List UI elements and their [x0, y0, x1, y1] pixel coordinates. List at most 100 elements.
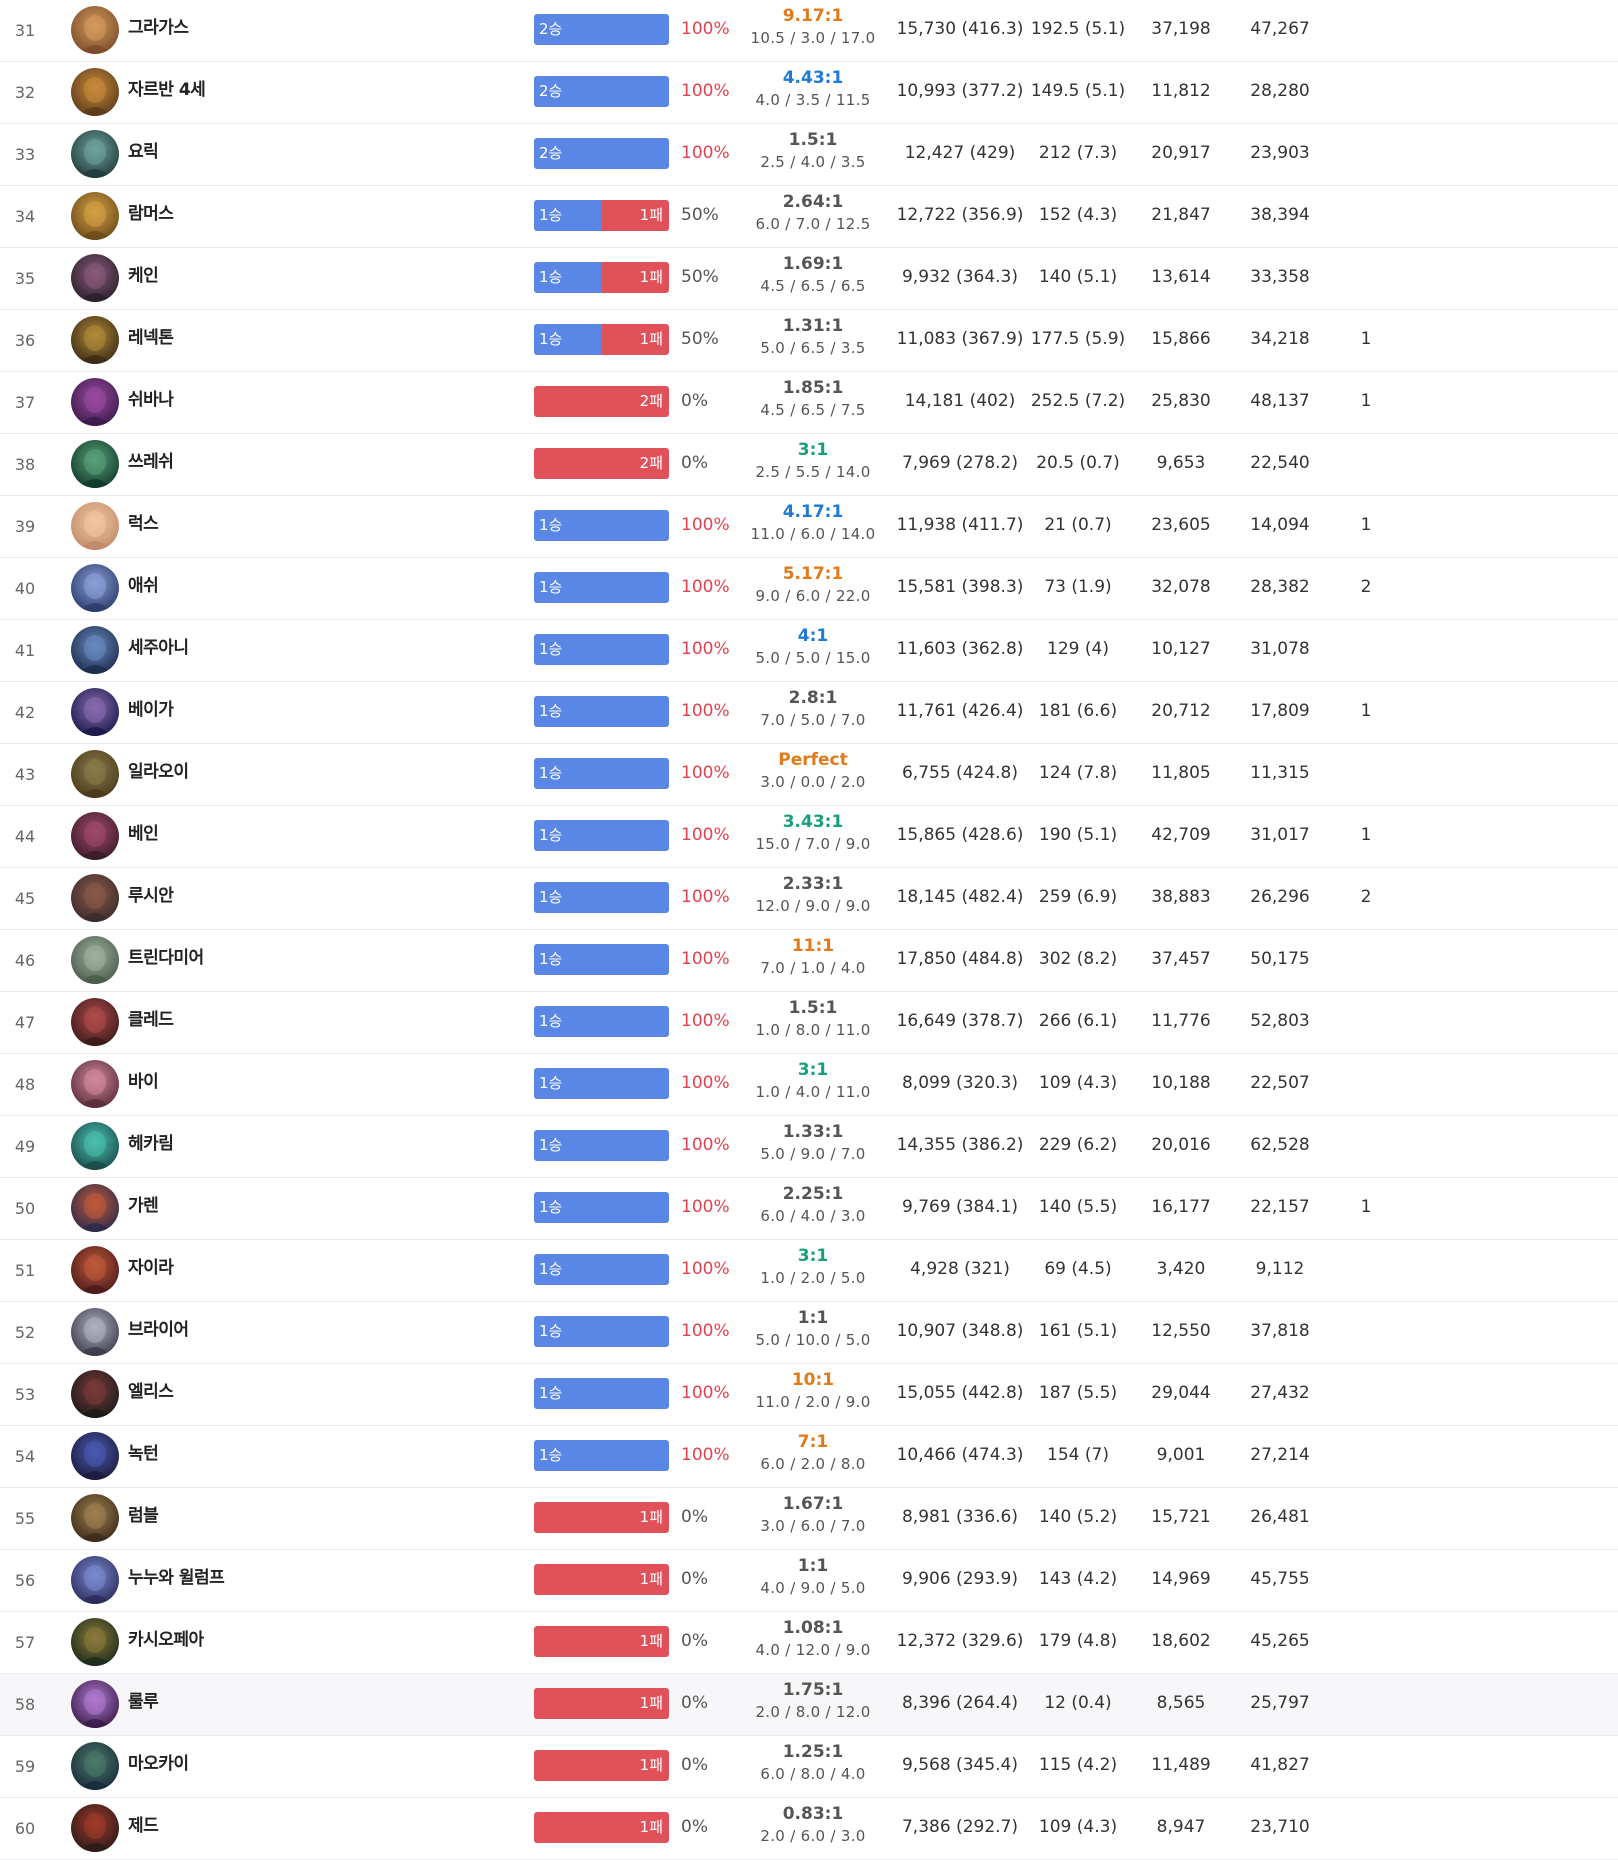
champion-name[interactable]: 세주아니 — [128, 638, 189, 658]
champion-name[interactable]: 애쉬 — [128, 576, 159, 596]
win-rate: 100% — [681, 763, 730, 783]
table-row[interactable]: 59 마오카이 1패 0% 1.25:1 6.0 / 8.0 / 4.0 9,5… — [0, 1736, 1618, 1798]
table-row[interactable]: 38 쓰레쉬 2패 0% 3:1 2.5 / 5.5 / 14.0 7,969 … — [0, 434, 1618, 496]
champion-name[interactable]: 쓰레쉬 — [128, 452, 174, 472]
champion-portrait-icon[interactable] — [71, 1494, 119, 1542]
champion-name[interactable]: 자이라 — [128, 1258, 174, 1278]
champion-name[interactable]: 누누와 윌럼프 — [128, 1568, 225, 1588]
table-row[interactable]: 42 베이가 1승 100% 2.8:1 7.0 / 5.0 / 7.0 11,… — [0, 682, 1618, 744]
champion-portrait-icon[interactable] — [71, 316, 119, 364]
table-row[interactable]: 51 자이라 1승 100% 3:1 1.0 / 2.0 / 5.0 4,928… — [0, 1240, 1618, 1302]
table-row[interactable]: 54 녹턴 1승 100% 7:1 6.0 / 2.0 / 8.0 10,466… — [0, 1426, 1618, 1488]
table-row[interactable]: 49 헤카림 1승 100% 1.33:1 5.0 / 9.0 / 7.0 14… — [0, 1116, 1618, 1178]
table-row[interactable]: 57 카시오페아 1패 0% 1.08:1 4.0 / 12.0 / 9.0 1… — [0, 1612, 1618, 1674]
champion-portrait-icon[interactable] — [71, 1060, 119, 1108]
champion-name[interactable]: 일라오이 — [128, 762, 189, 782]
champion-portrait-icon[interactable] — [71, 688, 119, 736]
table-row[interactable]: 45 루시안 1승 100% 2.33:1 12.0 / 9.0 / 9.0 1… — [0, 868, 1618, 930]
table-row[interactable]: 36 레넥톤 1승 1패 50% 1.31:1 5.0 / 6.5 / 3.5 … — [0, 310, 1618, 372]
table-row[interactable]: 35 케인 1승 1패 50% 1.69:1 4.5 / 6.5 / 6.5 9… — [0, 248, 1618, 310]
champion-portrait-icon[interactable] — [71, 750, 119, 798]
champion-name[interactable]: 클레드 — [128, 1010, 174, 1030]
table-row[interactable]: 37 쉬바나 2패 0% 1.85:1 4.5 / 6.5 / 7.5 14,1… — [0, 372, 1618, 434]
champion-portrait-icon[interactable] — [71, 1432, 119, 1480]
table-row[interactable]: 39 럭스 1승 100% 4.17:1 11.0 / 6.0 / 14.0 1… — [0, 496, 1618, 558]
table-row[interactable]: 32 자르반 4세 2승 100% 4.43:1 4.0 / 3.5 / 11.… — [0, 62, 1618, 124]
champion-name[interactable]: 트린다미어 — [128, 948, 204, 968]
table-row[interactable]: 31 그라가스 2승 100% 9.17:1 10.5 / 3.0 / 17.0… — [0, 0, 1618, 62]
champion-name[interactable]: 그라가스 — [128, 18, 189, 38]
table-row[interactable]: 60 제드 1패 0% 0.83:1 2.0 / 6.0 / 3.0 7,386… — [0, 1798, 1618, 1860]
champion-name[interactable]: 쉬바나 — [128, 390, 174, 410]
champion-name[interactable]: 마오카이 — [128, 1754, 189, 1774]
table-row[interactable]: 43 일라오이 1승 100% Perfect 3.0 / 0.0 / 2.0 … — [0, 744, 1618, 806]
champion-name[interactable]: 엘리스 — [128, 1382, 174, 1402]
gold-earned: 20,712 — [1151, 701, 1211, 721]
champion-portrait-icon[interactable] — [71, 1618, 119, 1666]
table-row[interactable]: 48 바이 1승 100% 3:1 1.0 / 4.0 / 11.0 8,099… — [0, 1054, 1618, 1116]
champion-portrait-icon[interactable] — [71, 1556, 119, 1604]
damage-dealt: 17,850 (484.8) — [896, 949, 1024, 969]
table-row[interactable]: 46 트린다미어 1승 100% 11:1 7.0 / 1.0 / 4.0 17… — [0, 930, 1618, 992]
win-rate: 100% — [681, 887, 730, 907]
champion-portrait-icon[interactable] — [71, 6, 119, 54]
wins-label: 1승 — [539, 268, 563, 286]
champion-portrait-icon[interactable] — [71, 998, 119, 1046]
table-row[interactable]: 50 가렌 1승 100% 2.25:1 6.0 / 4.0 / 3.0 9,7… — [0, 1178, 1618, 1240]
table-row[interactable]: 44 베인 1승 100% 3.43:1 15.0 / 7.0 / 9.0 15… — [0, 806, 1618, 868]
champion-name[interactable]: 브라이어 — [128, 1320, 189, 1340]
champion-name[interactable]: 헤카림 — [128, 1134, 174, 1154]
champion-name[interactable]: 베이가 — [128, 700, 174, 720]
table-row[interactable]: 40 애쉬 1승 100% 5.17:1 9.0 / 6.0 / 22.0 15… — [0, 558, 1618, 620]
champion-portrait-icon[interactable] — [71, 1370, 119, 1418]
champion-portrait-icon[interactable] — [71, 564, 119, 612]
table-row[interactable]: 58 룰루 1패 0% 1.75:1 2.0 / 8.0 / 12.0 8,39… — [0, 1674, 1618, 1736]
champion-name[interactable]: 람머스 — [128, 204, 174, 224]
table-row[interactable]: 33 요릭 2승 100% 1.5:1 2.5 / 4.0 / 3.5 12,4… — [0, 124, 1618, 186]
champion-name[interactable]: 카시오페아 — [128, 1630, 204, 1650]
champion-portrait-icon[interactable] — [71, 874, 119, 922]
win-rate: 100% — [681, 1445, 730, 1465]
champion-portrait-icon[interactable] — [71, 936, 119, 984]
champion-portrait-icon[interactable] — [71, 68, 119, 116]
champion-name[interactable]: 자르반 4세 — [128, 80, 206, 100]
table-row[interactable]: 34 람머스 1승 1패 50% 2.64:1 6.0 / 7.0 / 12.5… — [0, 186, 1618, 248]
champion-portrait-icon[interactable] — [71, 1184, 119, 1232]
champion-portrait-icon[interactable] — [71, 1680, 119, 1728]
champion-portrait-icon[interactable] — [71, 502, 119, 550]
kda-cell: 1.67:1 3.0 / 6.0 / 7.0 — [740, 1493, 886, 1537]
champion-name[interactable]: 가렌 — [128, 1196, 159, 1216]
champion-name[interactable]: 케인 — [128, 266, 159, 286]
champion-portrait-icon[interactable] — [71, 1742, 119, 1790]
champion-portrait-icon[interactable] — [71, 1308, 119, 1356]
champion-name[interactable]: 녹턴 — [128, 1444, 159, 1464]
champion-name[interactable]: 바이 — [128, 1072, 159, 1092]
champion-name[interactable]: 룰루 — [128, 1692, 159, 1712]
champion-portrait-icon[interactable] — [71, 1122, 119, 1170]
table-row[interactable]: 56 누누와 윌럼프 1패 0% 1:1 4.0 / 9.0 / 5.0 9,9… — [0, 1550, 1618, 1612]
table-row[interactable]: 47 클레드 1승 100% 1.5:1 1.0 / 8.0 / 11.0 16… — [0, 992, 1618, 1054]
champion-name[interactable]: 베인 — [128, 824, 159, 844]
champion-name[interactable]: 럼블 — [128, 1506, 159, 1526]
champion-portrait-icon[interactable] — [71, 192, 119, 240]
extra-count: 1 — [1360, 825, 1372, 845]
kda-ratio: 3:1 — [797, 1060, 829, 1080]
champion-portrait-icon[interactable] — [71, 440, 119, 488]
champion-portrait-icon[interactable] — [71, 378, 119, 426]
champion-portrait-icon[interactable] — [71, 130, 119, 178]
table-row[interactable]: 55 럼블 1패 0% 1.67:1 3.0 / 6.0 / 7.0 8,981… — [0, 1488, 1618, 1550]
champion-name[interactable]: 레넥톤 — [128, 328, 174, 348]
champion-portrait-icon[interactable] — [71, 812, 119, 860]
table-row[interactable]: 53 엘리스 1승 100% 10:1 11.0 / 2.0 / 9.0 15,… — [0, 1364, 1618, 1426]
kda-cell: 3:1 1.0 / 2.0 / 5.0 — [740, 1245, 886, 1289]
table-row[interactable]: 41 세주아니 1승 100% 4:1 5.0 / 5.0 / 15.0 11,… — [0, 620, 1618, 682]
champion-name[interactable]: 요릭 — [128, 142, 159, 162]
champion-name[interactable]: 루시안 — [128, 886, 174, 906]
champion-portrait-icon[interactable] — [71, 626, 119, 674]
champion-portrait-icon[interactable] — [71, 1246, 119, 1294]
champion-portrait-icon[interactable] — [71, 254, 119, 302]
champion-name[interactable]: 제드 — [128, 1816, 159, 1836]
champion-portrait-icon[interactable] — [71, 1804, 119, 1852]
champion-name[interactable]: 럭스 — [128, 514, 159, 534]
table-row[interactable]: 52 브라이어 1승 100% 1:1 5.0 / 10.0 / 5.0 10,… — [0, 1302, 1618, 1364]
